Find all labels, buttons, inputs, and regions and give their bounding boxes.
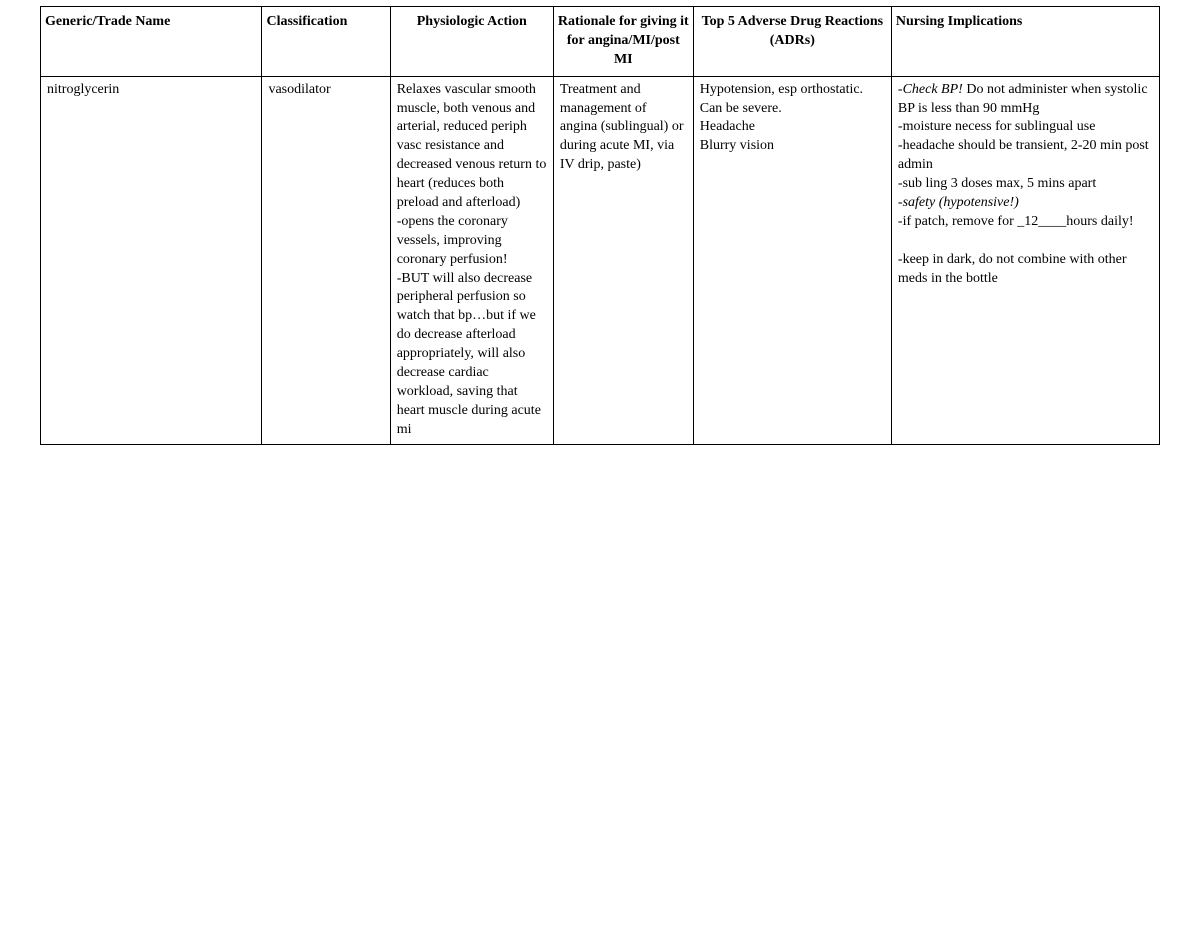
- cell-action: Relaxes vascular smooth muscle, both ven…: [390, 76, 553, 444]
- col-header-classification: Classification: [262, 7, 390, 77]
- nursing-line-2: -moisture necess for sublingual use: [898, 118, 1153, 137]
- table-header: Generic/Trade Name Classification Physio…: [41, 7, 1160, 77]
- col-header-rationale: Rationale for giving it for angina/MI/po…: [553, 7, 693, 77]
- col-header-name: Generic/Trade Name: [41, 7, 262, 77]
- nursing-blank-line: [898, 232, 1153, 251]
- nursing-line-6: -if patch, remove for _12____hours daily…: [898, 213, 1153, 232]
- cell-adrs: Hypotension, esp orthostatic. Can be sev…: [693, 76, 891, 444]
- cell-classification: vasodilator: [262, 76, 390, 444]
- table-body: nitroglycerin vasodilator Relaxes vascul…: [41, 76, 1160, 444]
- document-page: Generic/Trade Name Classification Physio…: [0, 0, 1200, 451]
- cell-name: nitroglycerin: [41, 76, 262, 444]
- cell-nursing: -Check BP! Do not administer when systol…: [891, 76, 1159, 444]
- nursing-line-3: -headache should be transient, 2-20 min …: [898, 137, 1153, 175]
- col-header-action: Physiologic Action: [390, 7, 553, 77]
- table-row: nitroglycerin vasodilator Relaxes vascul…: [41, 76, 1160, 444]
- nursing-line-7: -keep in dark, do not combine with other…: [898, 251, 1153, 289]
- nursing-line-4: -sub ling 3 doses max, 5 mins apart: [898, 175, 1153, 194]
- cell-rationale: Treatment and management of angina (subl…: [553, 76, 693, 444]
- col-header-nursing: Nursing Implications: [891, 7, 1159, 77]
- nursing-line-1-italic: -Check BP!: [898, 82, 963, 97]
- nursing-line-1: -Check BP! Do not administer when systol…: [898, 81, 1153, 119]
- col-header-adrs: Top 5 Adverse Drug Reactions (ADRs): [693, 7, 891, 77]
- nursing-line-5: -safety (hypotensive!): [898, 194, 1153, 213]
- table-header-row: Generic/Trade Name Classification Physio…: [41, 7, 1160, 77]
- drug-table: Generic/Trade Name Classification Physio…: [40, 6, 1160, 445]
